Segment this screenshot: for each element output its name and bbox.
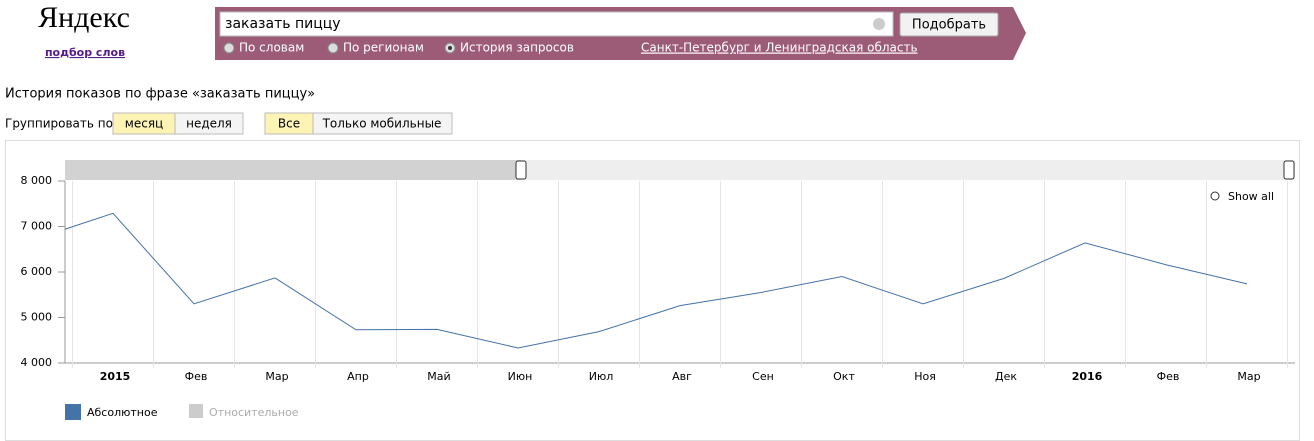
logo-sub[interactable]: подбор слов [45, 46, 125, 59]
clear-icon[interactable] [873, 18, 885, 30]
navigator-shade [65, 160, 521, 180]
submit-button[interactable] [899, 12, 999, 37]
option-label[interactable]: Только мобильные [322, 117, 442, 131]
radio-dot [448, 46, 452, 50]
x-tick-label: Авг [672, 370, 692, 383]
region[interactable]: Санкт-Петербург и Ленинградская область [641, 41, 918, 55]
y-tick-label: 8 000 [21, 174, 53, 187]
y-tick-label: 6 000 [21, 265, 53, 278]
x-tick-label: Сен [752, 370, 774, 383]
mode[interactable]: По словам [239, 41, 304, 55]
navigator-handle[interactable] [515, 160, 527, 180]
x-tick-label: Дек [995, 370, 1017, 383]
legend-label[interactable]: Абсолютное [87, 406, 158, 419]
navigator-handle[interactable] [1283, 160, 1295, 180]
search-input[interactable] [219, 11, 894, 37]
x-tick-label: Мар [265, 370, 288, 383]
x-tick-label: Ноя [914, 370, 936, 383]
query[interactable]: заказать пиццу [225, 16, 341, 32]
x-tick-label: 2016 [1072, 370, 1103, 383]
option[interactable] [312, 112, 453, 135]
option-label[interactable]: неделя [186, 117, 232, 131]
radio[interactable] [223, 42, 235, 54]
group-label: Группировать по: [5, 117, 117, 131]
show-all[interactable]: Show all [1228, 190, 1274, 203]
submit-label[interactable]: Подобрать [912, 18, 986, 33]
page-title: История показов по фразе «заказать пиццу… [5, 87, 315, 102]
logo[interactable]: Яндекс [38, 1, 130, 34]
legend-label[interactable]: Относительное [209, 406, 299, 419]
x-tick-label: Фев [1157, 370, 1180, 383]
x-tick-label: Окт [833, 370, 855, 383]
x-tick-label: Апр [347, 370, 369, 383]
mode[interactable]: История запросов [460, 41, 574, 55]
option-label[interactable]: Все [278, 117, 300, 131]
radio[interactable] [327, 42, 339, 54]
x-tick-label: 2015 [100, 370, 131, 383]
option[interactable] [174, 112, 244, 135]
x-tick-label: Июл [589, 370, 614, 383]
y-tick-label: 4 000 [21, 356, 53, 369]
legend-swatch[interactable] [65, 404, 81, 420]
mode[interactable]: По регионам [343, 41, 424, 55]
legend-swatch-off[interactable] [189, 404, 203, 418]
x-tick-label: Фев [185, 370, 208, 383]
chart-frame [5, 140, 1300, 441]
x-tick-label: Май [427, 370, 450, 383]
y-tick-label: 7 000 [21, 220, 53, 233]
option-label[interactable]: месяц [125, 117, 163, 131]
zoom-icon[interactable] [1210, 191, 1220, 201]
x-tick-label: Июн [508, 370, 533, 383]
series-line [65, 212, 1248, 349]
y-tick-label: 5 000 [21, 311, 53, 324]
x-tick-label: Мар [1237, 370, 1260, 383]
